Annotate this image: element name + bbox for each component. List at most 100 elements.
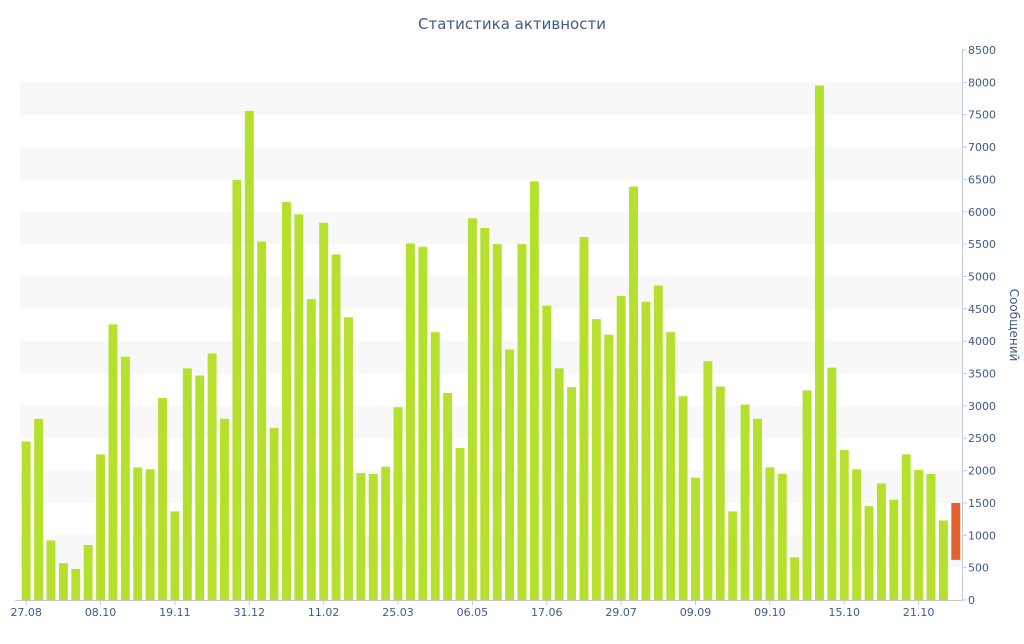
grid-band: [20, 82, 962, 115]
x-tick-label: 15.10: [829, 606, 861, 619]
bar: [133, 467, 143, 600]
bar: [715, 386, 725, 600]
bar: [938, 520, 948, 600]
x-tick-label: 06.05: [457, 606, 489, 619]
bar: [306, 299, 316, 600]
bar: [505, 349, 515, 600]
bar: [257, 241, 267, 600]
bar: [96, 454, 106, 600]
bar: [71, 568, 81, 600]
bar: [232, 180, 242, 600]
y-tick-label: 8500: [968, 44, 996, 57]
bar: [83, 545, 93, 600]
x-tick-label: 19.11: [159, 606, 191, 619]
bar: [926, 473, 936, 600]
bar: [207, 353, 217, 600]
bar: [839, 449, 849, 600]
y-tick-label: 1000: [968, 529, 996, 542]
bar: [529, 181, 539, 600]
bar: [405, 243, 415, 600]
y-tick-label: 5000: [968, 270, 996, 283]
bar: [691, 477, 700, 600]
bar: [120, 356, 130, 600]
bar: [790, 557, 800, 600]
bar: [343, 317, 353, 600]
bar: [554, 368, 564, 600]
y-tick-label: 0: [968, 594, 975, 607]
bar: [158, 398, 168, 600]
y-tick-label: 8000: [968, 76, 996, 89]
bar: [728, 511, 738, 600]
y-tick-label: 3000: [968, 400, 996, 413]
bar: [666, 332, 676, 600]
bar: [876, 483, 886, 600]
grid-band: [20, 147, 962, 180]
bar: [294, 214, 304, 600]
bar: [703, 361, 713, 600]
bar: [567, 387, 577, 600]
y-tick-label: 6500: [968, 173, 996, 186]
bar: [182, 368, 192, 600]
x-tick-label: 09.10: [754, 606, 786, 619]
grid-band: [20, 341, 962, 374]
y-tick-label: 6000: [968, 206, 996, 219]
y-axis-title: Сообщений: [1007, 289, 1021, 362]
bar: [145, 469, 155, 600]
bar: [579, 237, 589, 600]
bar: [616, 295, 626, 600]
bar: [753, 418, 762, 600]
y-tick-label: 500: [968, 562, 989, 575]
bar: [591, 319, 601, 600]
bar: [492, 244, 502, 600]
bar: [58, 563, 68, 600]
x-tick-label: 09.09: [680, 606, 712, 619]
bar: [443, 392, 453, 600]
bar: [269, 427, 279, 600]
x-tick-label: 27.08: [10, 606, 42, 619]
bar: [678, 396, 688, 600]
bar: [629, 186, 639, 600]
bar: [765, 467, 775, 600]
y-tick-label: 2000: [968, 465, 996, 478]
bar: [108, 324, 118, 600]
bar: [517, 244, 527, 600]
x-tick-label: 08.10: [85, 606, 117, 619]
chart-title: Статистика активности: [418, 15, 606, 33]
bar: [777, 473, 787, 600]
bar: [467, 218, 477, 600]
bar: [418, 246, 428, 601]
grid-band: [20, 276, 962, 309]
bar: [21, 441, 31, 600]
bar: [653, 285, 663, 600]
bar: [802, 390, 812, 600]
bar: [282, 202, 291, 600]
bar: [864, 506, 874, 600]
bar: [368, 473, 378, 600]
bar: [220, 418, 229, 600]
y-tick-label: 4000: [968, 335, 996, 348]
x-tick-label: 25.03: [382, 606, 414, 619]
y-tick-label: 1500: [968, 497, 996, 510]
bar: [641, 301, 651, 600]
bar: [542, 305, 552, 600]
bar: [170, 511, 180, 600]
bar: [319, 222, 329, 600]
y-tick-label: 5500: [968, 238, 996, 251]
bar: [244, 110, 254, 600]
y-tick-label: 7000: [968, 141, 996, 154]
bar: [430, 332, 440, 600]
bar: [901, 454, 911, 600]
y-tick-label: 7500: [968, 109, 996, 122]
y-tick-label: 3500: [968, 368, 996, 381]
y-tick-label: 4500: [968, 303, 996, 316]
bar: [914, 469, 924, 600]
bar: [356, 473, 366, 600]
bar: [34, 418, 44, 600]
grid-band: [20, 211, 962, 245]
x-tick-label: 31.12: [234, 606, 266, 619]
x-tick-label: 11.02: [308, 606, 340, 619]
bar: [827, 367, 837, 600]
bar: [331, 254, 341, 600]
